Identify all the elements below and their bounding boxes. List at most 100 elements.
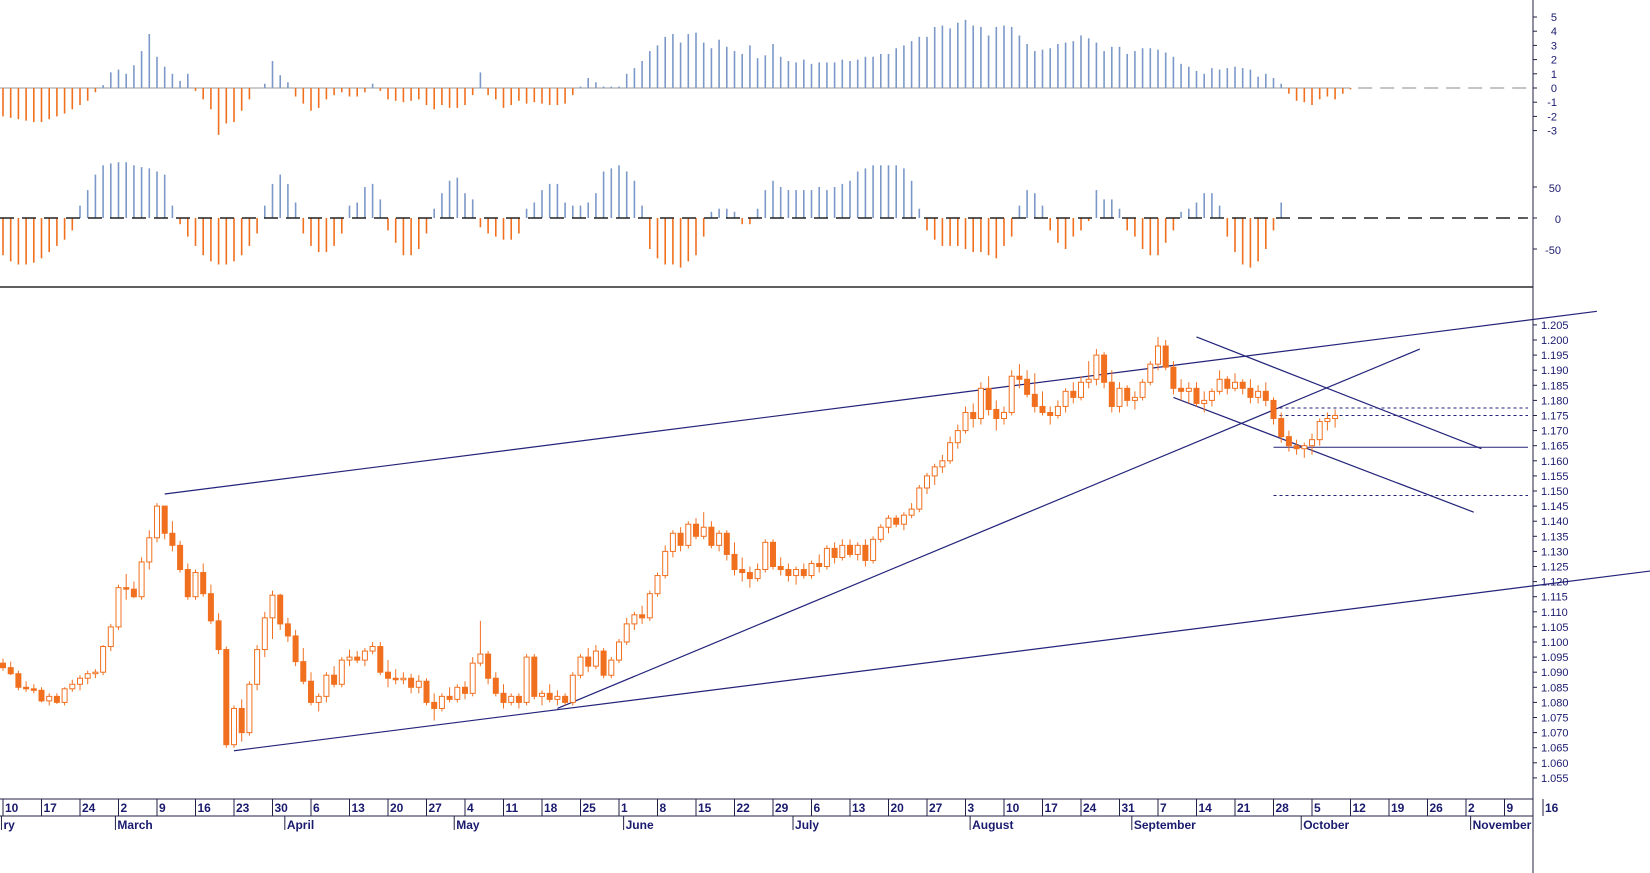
x-day-tick-label: 14 [1199,801,1213,815]
candle-up [654,575,661,595]
candle-down [161,505,168,534]
price-y-tick-label: 1.075 [1541,713,1569,725]
price-y-tick-label: 1.190 [1541,365,1569,377]
candle-up [69,683,76,690]
candle-up [146,537,153,563]
candle-up [115,587,122,628]
upper-indicator-panel [0,19,1528,135]
candle-down [862,544,869,561]
price-y-tick-label: 1.105 [1541,622,1569,634]
candle-up [254,649,261,685]
x-day-tick-label: 28 [1276,801,1290,815]
candle-down [1247,387,1254,398]
candle-down [492,677,499,694]
candle-up [631,614,638,625]
x-day-tick-label: 24 [1083,801,1097,815]
price-y-tick-label: 1.145 [1541,501,1569,513]
candle-up [947,442,954,462]
x-month-tick-label: July [795,818,819,832]
candle-up [261,617,268,651]
candle-up [92,671,99,675]
candle-up [100,646,107,673]
candle-up [885,517,892,528]
candle-up [1324,418,1331,423]
candle-up [808,562,815,577]
candle-up [592,650,599,667]
candle-up [539,692,545,697]
candle-up [508,695,515,703]
candle-up [1131,396,1138,401]
price-panel [0,310,1650,752]
candle-up [900,514,907,525]
candle-down [639,614,646,619]
candle-up [192,572,199,598]
price-y-tick-label: 1.110 [1541,607,1568,619]
candle-down [207,593,214,622]
candle-down [847,544,853,555]
x-day-tick-label: 6 [313,801,320,815]
candle-up [1216,378,1223,392]
candle-down [169,532,176,546]
candle-up [962,411,969,432]
candle-down [1178,387,1185,392]
x-day-tick-label: 21 [1237,801,1251,815]
candle-up [1093,354,1100,380]
x-day-tick-label: 29 [775,801,789,815]
x-month-tick-label: April [287,818,314,832]
x-day-tick-label: 10 [5,801,19,815]
candle-up [400,677,407,681]
x-day-tick-label: 8 [660,801,667,815]
x-month-tick-label: May [456,818,480,832]
candle-up [577,656,584,676]
candle-up [569,674,576,703]
candle-up [877,526,884,540]
candle-down [23,686,30,690]
candle-down [800,569,807,577]
candle-up [246,683,253,734]
lower-y-tick-label: -50 [1545,245,1561,257]
candle-up [415,680,422,688]
candle-down [0,662,6,669]
candle-down [354,656,361,661]
price-y-tick-label: 1.135 [1541,531,1569,543]
candle-down [1262,390,1269,401]
candle-down [385,671,391,679]
candle-up [646,593,653,619]
x-day-tick-label: 9 [1507,801,1514,815]
candle-up [477,653,484,664]
candle-down [1278,418,1285,438]
candle-up [369,646,376,652]
candle-down [785,569,792,577]
candle-down [215,620,222,651]
x-day-tick-label: 25 [583,801,597,815]
candle-up [1301,445,1308,450]
candle-down [985,387,992,410]
candle-down [993,408,1000,420]
candle-down [531,656,538,697]
candle-down [223,649,230,746]
candle-up [1139,381,1146,398]
candle-down [1162,345,1169,368]
x-day-tick-label: 19 [1391,801,1405,815]
candle-down [1108,381,1115,407]
x-day-tick-label: 31 [1122,801,1136,815]
candle-up [438,695,445,709]
candle-down [485,653,492,679]
trendline [233,570,1650,752]
x-day-tick-label: 6 [814,801,821,815]
x-day-tick-label: 22 [737,801,751,815]
price-y-tick-label: 1.140 [1541,516,1569,528]
price-y-tick-label: 1.085 [1541,682,1569,694]
price-y-tick-label: 1.205 [1541,320,1569,332]
candle-up [1332,415,1339,420]
candle-down [431,701,438,709]
candle-up [1147,363,1154,383]
x-month-tick-label: March [117,818,152,832]
candle-up [870,538,877,561]
candle-up [1208,390,1215,401]
candle-up [46,695,53,702]
candle-up [154,505,160,539]
candle-down [1193,387,1200,404]
candle-down [184,569,191,598]
